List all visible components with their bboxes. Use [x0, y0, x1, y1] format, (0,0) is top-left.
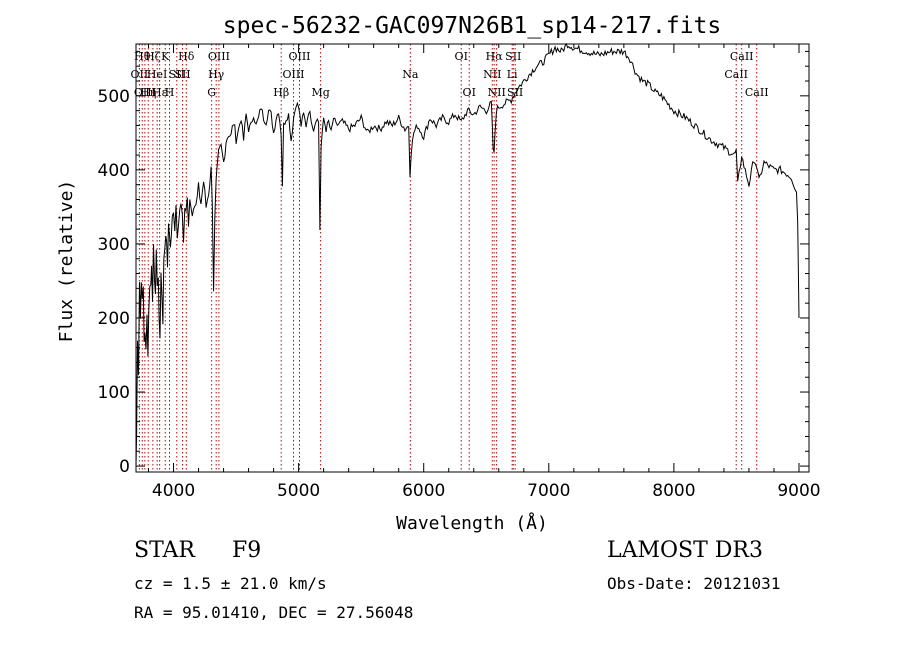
- marker-label: SII: [505, 50, 521, 63]
- marker-label: OIII: [288, 50, 310, 63]
- x-tick-label: 6000: [402, 481, 445, 501]
- marker-label: SII: [174, 68, 190, 81]
- x-tick-label: 5000: [277, 481, 320, 501]
- marker-label: CaII: [730, 50, 754, 63]
- object-class: STAR F9: [134, 538, 261, 563]
- marker-label: OIII: [208, 50, 230, 63]
- spectrum-line: [135, 42, 800, 467]
- marker-label: OI: [455, 50, 468, 63]
- y-tick-label: 400: [98, 161, 130, 181]
- marker-label: CaII: [745, 86, 769, 99]
- y-tick-label: 300: [98, 235, 130, 255]
- coordinates-label: RA = 95.01410, DEC = 27.56048: [134, 603, 414, 622]
- marker-label: Hε: [152, 86, 168, 99]
- plot-frame: [135, 43, 810, 473]
- x-tick-label: 7000: [527, 481, 570, 501]
- marker-label: Hθ: [134, 50, 151, 63]
- y-tick-label: 100: [98, 383, 130, 403]
- marker-label: OI: [463, 86, 476, 99]
- redshift-label: cz = 1.5 ± 21.0 km/s: [134, 574, 327, 593]
- marker-label: HeI: [147, 68, 167, 81]
- marker-label: SII: [169, 68, 185, 81]
- y-tick-label: 500: [98, 87, 130, 107]
- x-axis-label: Wavelength (Å): [396, 512, 548, 534]
- object-class-label: STAR: [134, 538, 195, 563]
- marker-label: OIII: [282, 68, 304, 81]
- y-tick-label: 0: [119, 457, 130, 477]
- axis-ticks: 4000 5000 6000 7000 8000 9000 0 100 200 300 400 500: [98, 44, 821, 501]
- object-subclass-label: F9: [232, 538, 262, 563]
- marker-label: Hδ: [178, 50, 195, 63]
- x-tick-label: 4000: [152, 481, 195, 501]
- chart-title: spec-56232-GAC097N26B1_sp14-217.fits: [223, 13, 722, 39]
- x-tick-label: 8000: [652, 481, 695, 501]
- marker-label: Na: [402, 68, 419, 81]
- marker-label: NII: [483, 68, 501, 81]
- marker-label: CaII: [724, 68, 748, 81]
- marker-label: H: [165, 86, 175, 99]
- obs-date-label: Obs-Date: 20121031: [607, 574, 781, 593]
- y-tick-label: 200: [98, 309, 130, 329]
- marker-label: Hβ: [273, 86, 289, 99]
- marker-label: Li: [507, 68, 518, 81]
- marker-label: NII: [487, 86, 505, 99]
- marker-label: Hα: [486, 50, 504, 63]
- marker-label: Hζ: [145, 50, 161, 63]
- marker-label: Hγ: [208, 68, 225, 81]
- survey-label: LAMOST DR3: [607, 538, 763, 563]
- marker-label: G: [207, 86, 216, 99]
- line-markers: OIIHθOIIIHηHζHeIHεKHSIIHδSIIGHγOIIIHβOII…: [131, 44, 769, 472]
- x-tick-label: 9000: [777, 481, 820, 501]
- y-axis-label: Flux (relative): [56, 180, 77, 343]
- marker-label: OII: [131, 68, 149, 81]
- marker-label: K: [161, 50, 170, 63]
- marker-label: Mg: [311, 86, 329, 99]
